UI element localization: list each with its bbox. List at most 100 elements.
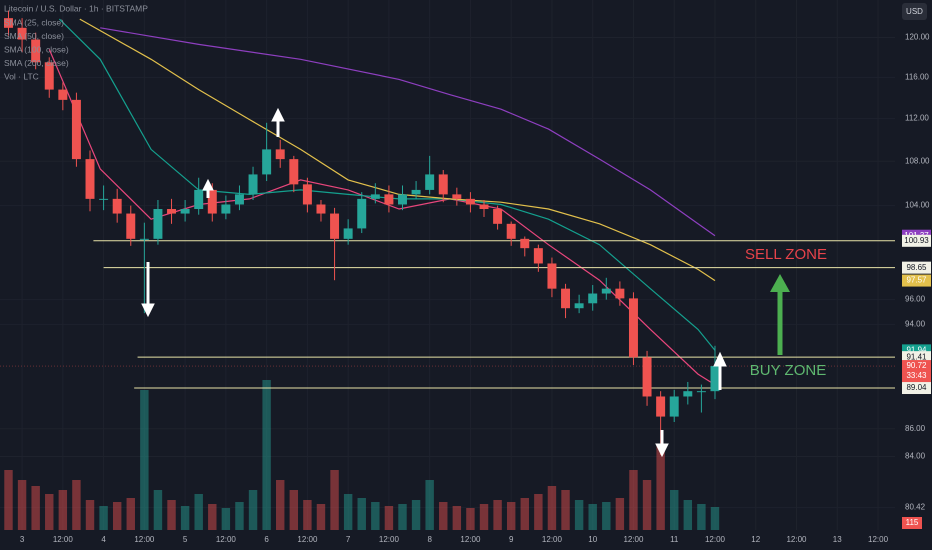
level-badge bbox=[902, 234, 931, 247]
candle-body bbox=[398, 194, 407, 205]
candle-body bbox=[561, 288, 571, 309]
volume-bar bbox=[153, 490, 163, 530]
level-label: 89.04 bbox=[906, 383, 927, 392]
candle-body bbox=[479, 204, 489, 210]
level-label: 91.41 bbox=[906, 352, 927, 361]
volume-bar bbox=[683, 500, 693, 530]
candle-body bbox=[126, 213, 136, 239]
candle-body bbox=[221, 204, 231, 214]
candle-body bbox=[248, 174, 258, 195]
volume-bar bbox=[439, 502, 448, 530]
candle-body bbox=[669, 396, 679, 417]
candle-body bbox=[411, 189, 421, 195]
arrow-head bbox=[141, 303, 155, 318]
x-tick-label: 11 bbox=[670, 535, 679, 544]
volume-bar bbox=[493, 500, 502, 530]
volume-bar bbox=[629, 470, 638, 530]
buy-zone-label: BUY ZONE bbox=[750, 362, 826, 379]
volume-bar bbox=[180, 506, 190, 530]
volume-bar bbox=[235, 502, 244, 530]
volume-bar bbox=[466, 508, 475, 530]
candle-body bbox=[316, 204, 326, 214]
x-tick-label: 12:00 bbox=[868, 535, 889, 544]
volume-bar bbox=[208, 504, 217, 530]
x-tick-label: 12:00 bbox=[297, 535, 318, 544]
x-tick-label: 12:00 bbox=[542, 535, 563, 544]
y-tick-label: 96.00 bbox=[905, 295, 926, 304]
candles bbox=[4, 10, 720, 456]
y-tick-label: 120.00 bbox=[905, 33, 930, 42]
volume-bar bbox=[384, 506, 394, 530]
candle-body bbox=[465, 198, 475, 205]
candle-body bbox=[302, 184, 312, 205]
x-tick-label: 7 bbox=[346, 535, 351, 544]
sell-zone-label: SELL ZONE bbox=[745, 246, 827, 263]
x-tick-label: 13 bbox=[833, 535, 842, 544]
candle-body bbox=[275, 149, 285, 160]
legend-entry: SMA (50, close) bbox=[4, 31, 64, 41]
arrow-head bbox=[655, 443, 669, 458]
candle-body bbox=[58, 89, 68, 100]
candle-body bbox=[710, 366, 720, 392]
candle-body bbox=[384, 194, 394, 205]
candle-body bbox=[180, 209, 190, 214]
volume-label: 115 bbox=[906, 518, 919, 527]
volume-bar bbox=[4, 470, 13, 530]
candle-body bbox=[31, 39, 41, 63]
candle-body bbox=[628, 298, 638, 358]
volume-bar bbox=[221, 508, 231, 530]
arrow-head bbox=[271, 107, 285, 122]
y-tick-label: 84.00 bbox=[905, 452, 926, 461]
volume-bar bbox=[140, 390, 149, 530]
arrow-head bbox=[770, 274, 790, 292]
volume-bar bbox=[588, 504, 597, 530]
volume-bar bbox=[316, 504, 326, 530]
last-value-badge bbox=[902, 274, 931, 287]
volume-bar bbox=[561, 490, 570, 530]
x-tick-label: 5 bbox=[183, 535, 188, 544]
legend-entry: SMA (100, close) bbox=[4, 44, 69, 54]
currency-label[interactable]: USD bbox=[906, 7, 923, 16]
x-tick-label: 10 bbox=[588, 535, 597, 544]
volume-bar bbox=[112, 502, 122, 530]
candle-body bbox=[506, 223, 516, 239]
candle-body bbox=[262, 149, 272, 175]
level-label: 98.65 bbox=[906, 263, 927, 272]
volume-bar bbox=[615, 498, 625, 530]
candle-body bbox=[574, 303, 584, 309]
y-tick-label: 80.42 bbox=[905, 503, 926, 512]
candle-body bbox=[99, 198, 109, 200]
volume-bar bbox=[85, 500, 95, 530]
x-tick-label: 4 bbox=[101, 535, 106, 544]
x-tick-label: 12 bbox=[751, 535, 760, 544]
volume-bar bbox=[357, 498, 366, 530]
sma-line bbox=[100, 27, 716, 237]
x-tick-label: 12:00 bbox=[786, 535, 807, 544]
drawn-arrows bbox=[141, 107, 727, 458]
candle-body bbox=[370, 194, 380, 199]
level-label: 100.93 bbox=[904, 236, 929, 245]
volume-bar bbox=[506, 502, 516, 530]
volume-bar bbox=[343, 494, 353, 530]
volume-bar bbox=[17, 480, 27, 530]
x-tick-label: 8 bbox=[427, 535, 432, 544]
candle-body bbox=[696, 391, 706, 393]
x-tick-label: 12:00 bbox=[216, 535, 237, 544]
volume-bar bbox=[452, 506, 462, 530]
legend-entry: Vol · LTC bbox=[4, 71, 39, 81]
volume-bar bbox=[656, 446, 665, 530]
x-tick-label: 12:00 bbox=[460, 535, 481, 544]
candle-body bbox=[533, 248, 543, 264]
candle-body bbox=[656, 396, 666, 417]
candle-body bbox=[520, 238, 530, 249]
last-value-label: 97.57 bbox=[906, 276, 927, 285]
candle-body bbox=[139, 238, 149, 240]
x-tick-label: 12:00 bbox=[705, 535, 726, 544]
candle-body bbox=[4, 18, 13, 28]
candle-body bbox=[289, 159, 299, 185]
volume-bar bbox=[547, 486, 557, 530]
countdown-label: 33:43 bbox=[906, 371, 927, 380]
candle-body bbox=[425, 174, 435, 190]
currency-button[interactable] bbox=[902, 3, 927, 20]
